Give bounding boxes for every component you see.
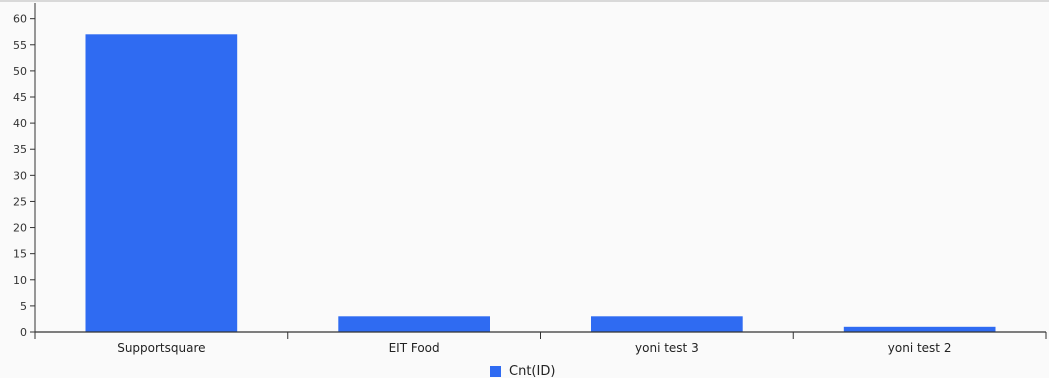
x-tick-label: EIT Food xyxy=(389,341,440,355)
y-tick-label: 30 xyxy=(13,169,27,182)
legend-swatch xyxy=(490,365,501,377)
y-tick-label: 40 xyxy=(13,117,27,130)
top-border xyxy=(0,0,1049,2)
y-tick-label: 25 xyxy=(13,195,27,208)
y-tick-label: 5 xyxy=(20,300,27,313)
x-tick-label: yoni test 3 xyxy=(635,341,699,355)
y-tick-label: 0 xyxy=(20,326,27,339)
y-tick-label: 45 xyxy=(13,91,27,104)
y-tick-label: 55 xyxy=(13,39,27,52)
x-tick-label: Supportsquare xyxy=(117,341,205,355)
y-tick-label: 35 xyxy=(13,143,27,156)
bar[interactable] xyxy=(338,316,490,332)
legend[interactable]: Cnt(ID) xyxy=(490,363,555,379)
y-tick-label: 20 xyxy=(13,222,27,235)
legend-label: Cnt(ID) xyxy=(509,363,556,379)
x-tick-label: yoni test 2 xyxy=(888,341,952,355)
bar[interactable] xyxy=(591,316,743,332)
y-tick-label: 15 xyxy=(13,248,27,261)
y-tick-label: 10 xyxy=(13,274,27,287)
bar[interactable] xyxy=(843,326,996,332)
y-tick-label: 50 xyxy=(13,65,27,78)
bar[interactable] xyxy=(85,34,238,333)
y-tick-label: 60 xyxy=(13,13,27,26)
